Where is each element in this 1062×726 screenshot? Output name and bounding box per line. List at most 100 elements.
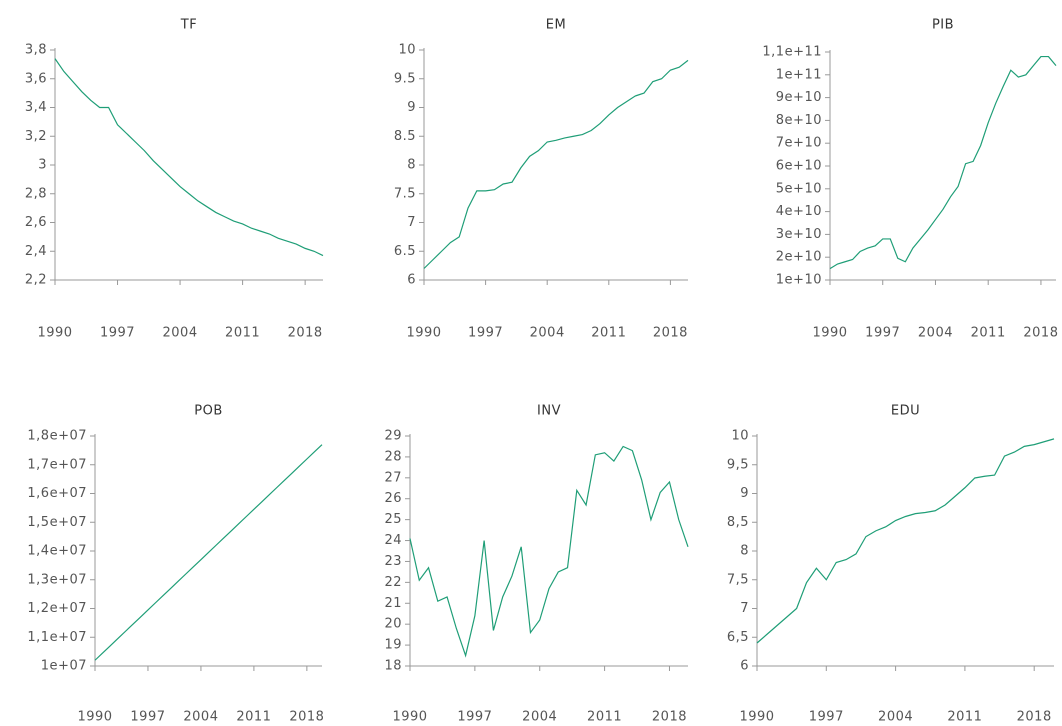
data-line <box>54 58 324 257</box>
y-tick-label: 3e+10 <box>776 227 822 242</box>
y-tick-label: 2,8 <box>25 186 47 201</box>
y-tick-label: 9 <box>740 486 749 501</box>
y-tick-label: 2,2 <box>25 273 47 288</box>
x-tick-label: 1990 <box>406 326 441 341</box>
y-tick-label: 3 <box>38 158 47 173</box>
y-tick-label: 9.5 <box>394 71 416 86</box>
y-tick-label: 28 <box>384 449 402 464</box>
y-tick-label: 1e+10 <box>776 273 822 288</box>
x-tick-label: 1990 <box>739 710 774 725</box>
y-tick-label: 6 <box>407 273 416 288</box>
y-tick-label: 6 <box>740 659 749 674</box>
y-tick-label: 1,3e+07 <box>27 572 87 587</box>
x-tick-label: 2004 <box>918 326 953 341</box>
y-tick-label: 2,4 <box>25 244 47 259</box>
y-tick-label: 25 <box>384 512 402 527</box>
x-tick-label: 1997 <box>865 326 900 341</box>
y-tick-label: 1,7e+07 <box>27 457 87 472</box>
data-line <box>423 59 689 269</box>
y-tick-label: 1,5e+07 <box>27 515 87 530</box>
chart-title: TF <box>180 18 197 33</box>
x-tick-label: 1997 <box>100 326 135 341</box>
x-tick-label: 1990 <box>392 710 427 725</box>
y-tick-label: 1,4e+07 <box>27 544 87 559</box>
x-tick-label: 2018 <box>1023 326 1058 341</box>
y-tick-label: 23 <box>384 554 402 569</box>
x-tick-label: 1990 <box>37 326 72 341</box>
x-tick-label: 1990 <box>812 326 847 341</box>
x-tick-label: 2011 <box>971 326 1006 341</box>
data-line <box>94 444 323 661</box>
x-tick-label: 2011 <box>587 710 622 725</box>
x-tick-label: 2004 <box>183 710 218 725</box>
y-tick-label: 8 <box>407 158 416 173</box>
x-tick-label: 2004 <box>530 326 565 341</box>
data-line <box>409 445 689 658</box>
x-tick-label: 2011 <box>236 710 271 725</box>
x-tick-label: 2018 <box>652 710 687 725</box>
x-tick-label: 2011 <box>225 326 260 341</box>
x-tick-label: 1997 <box>457 710 492 725</box>
y-tick-label: 1,6e+07 <box>27 486 87 501</box>
y-tick-label: 9,5 <box>727 457 749 472</box>
y-tick-label: 22 <box>384 575 402 590</box>
y-tick-label: 1e+11 <box>776 67 822 82</box>
y-tick-label: 8,5 <box>727 515 749 530</box>
y-tick-label: 7.5 <box>394 186 416 201</box>
y-tick-label: 1,1e+11 <box>762 45 822 60</box>
y-tick-label: 18 <box>384 659 402 674</box>
y-tick-label: 6e+10 <box>776 159 822 174</box>
y-tick-label: 7,5 <box>727 572 749 587</box>
y-tick-label: 3,2 <box>25 129 47 144</box>
y-tick-label: 2,6 <box>25 215 47 230</box>
x-tick-label: 2004 <box>878 710 913 725</box>
y-tick-label: 26 <box>384 491 402 506</box>
y-tick-label: 3,8 <box>25 43 47 58</box>
chart-title: POB <box>194 404 223 419</box>
y-tick-label: 29 <box>384 429 402 444</box>
y-tick-label: 27 <box>384 470 402 485</box>
x-tick-label: 2018 <box>1017 710 1052 725</box>
y-tick-label: 8e+10 <box>776 113 822 128</box>
y-tick-label: 1,1e+07 <box>27 630 87 645</box>
data-line <box>829 55 1057 270</box>
y-tick-label: 4e+10 <box>776 204 822 219</box>
x-tick-label: 1990 <box>77 710 112 725</box>
y-tick-label: 10 <box>398 43 416 58</box>
y-tick-label: 9e+10 <box>776 90 822 105</box>
chart-title: EDU <box>891 404 920 419</box>
chart-title: EM <box>546 18 566 33</box>
y-tick-label: 7 <box>407 215 416 230</box>
x-tick-label: 2018 <box>289 710 324 725</box>
y-tick-label: 3,4 <box>25 100 47 115</box>
y-tick-label: 3,6 <box>25 71 47 86</box>
chart-title: PIB <box>932 18 954 33</box>
x-tick-label: 2004 <box>522 710 557 725</box>
y-tick-label: 6,5 <box>727 630 749 645</box>
y-tick-label: 24 <box>384 533 402 548</box>
y-tick-label: 1,2e+07 <box>27 601 87 616</box>
chart-title: INV <box>537 404 561 419</box>
x-tick-label: 1997 <box>809 710 844 725</box>
y-tick-label: 7 <box>740 601 749 616</box>
y-tick-label: 20 <box>384 617 402 632</box>
y-tick-label: 1,8e+07 <box>27 429 87 444</box>
y-tick-label: 2e+10 <box>776 250 822 265</box>
y-tick-label: 5e+10 <box>776 181 822 196</box>
x-tick-label: 1997 <box>130 710 165 725</box>
data-line <box>756 438 1055 644</box>
y-tick-label: 1e+07 <box>41 659 87 674</box>
y-tick-label: 9 <box>407 100 416 115</box>
y-tick-label: 6.5 <box>394 244 416 259</box>
y-tick-label: 7e+10 <box>776 136 822 151</box>
x-tick-label: 2004 <box>163 326 198 341</box>
x-tick-label: 2011 <box>591 326 626 341</box>
y-tick-label: 8 <box>740 544 749 559</box>
x-tick-label: 2018 <box>653 326 688 341</box>
x-tick-label: 2011 <box>947 710 982 725</box>
x-tick-label: 1997 <box>468 326 503 341</box>
y-tick-label: 19 <box>384 638 402 653</box>
y-tick-label: 10 <box>731 429 749 444</box>
x-tick-label: 2018 <box>288 326 323 341</box>
